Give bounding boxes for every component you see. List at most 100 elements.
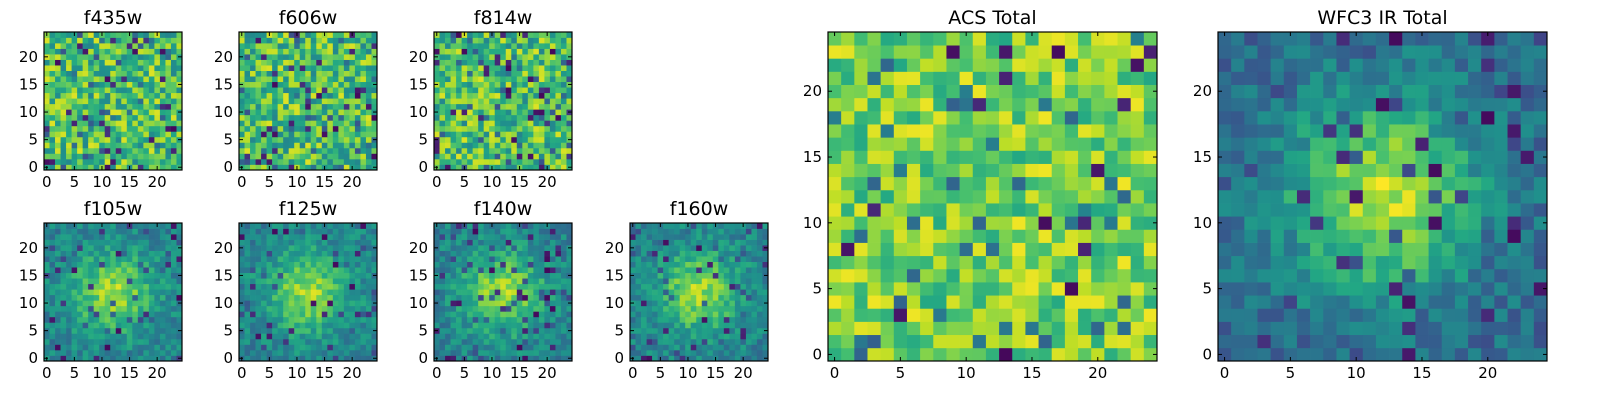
heatmap-cell — [483, 32, 490, 38]
heatmap-cell — [946, 229, 960, 243]
heatmap-cell — [538, 327, 545, 334]
heatmap-cell — [478, 338, 485, 345]
heatmap-cell — [1117, 216, 1132, 230]
heatmap-cell — [115, 87, 122, 94]
heatmap-cell — [549, 153, 556, 160]
heatmap-cell — [170, 278, 177, 285]
heatmap-cell — [657, 245, 664, 251]
heatmap-cell — [154, 114, 161, 121]
heatmap-cell — [500, 70, 507, 77]
heatmap-cell — [500, 349, 507, 356]
heatmap-cell — [472, 316, 479, 323]
heatmap-cell — [365, 283, 372, 290]
heatmap-cell — [679, 267, 686, 274]
heatmap-cell — [933, 203, 947, 217]
heatmap-cell — [55, 136, 61, 143]
heatmap-cell — [305, 349, 312, 356]
heatmap-cell — [316, 70, 323, 77]
heatmap-cell — [283, 98, 290, 105]
heatmap-cell — [527, 59, 534, 66]
heatmap-cell — [906, 203, 921, 217]
heatmap-cell — [527, 136, 534, 143]
heatmap-cell — [1051, 282, 1066, 296]
heatmap-cell — [132, 300, 139, 307]
heatmap-cell — [66, 261, 72, 268]
heatmap-cell — [1104, 189, 1118, 204]
heatmap-cell — [332, 37, 339, 44]
heatmap-cell — [321, 338, 328, 345]
heatmap-cell — [762, 256, 769, 262]
heatmap-cell — [478, 54, 485, 60]
heatmap-cell — [723, 355, 730, 362]
heatmap-cell — [646, 311, 653, 318]
heatmap-cell — [316, 355, 323, 362]
heatmap-cell — [305, 261, 312, 268]
heatmap-cell — [511, 59, 518, 66]
heatmap-cell — [652, 272, 658, 279]
heatmap-cell — [751, 256, 758, 262]
heatmap-cell — [294, 142, 301, 149]
heatmap-cell — [538, 109, 545, 116]
heatmap-cell — [668, 256, 675, 262]
heatmap-cell — [170, 76, 177, 83]
heatmap-cell — [483, 300, 490, 307]
heatmap-cell — [549, 245, 556, 251]
heatmap-cell — [527, 283, 534, 290]
heatmap-cell — [751, 355, 758, 362]
heatmap-cell — [461, 333, 468, 340]
heatmap-cell — [44, 70, 50, 77]
heatmap-cell — [494, 37, 501, 44]
heatmap-cell — [483, 267, 490, 274]
heatmap-cell — [494, 87, 501, 94]
heatmap-cell — [729, 316, 736, 323]
heatmap-cell — [338, 114, 345, 121]
heatmap-cell — [165, 65, 172, 71]
heatmap-cell — [893, 203, 908, 217]
heatmap-cell — [77, 267, 83, 274]
heatmap-cell — [99, 76, 106, 83]
heatmap-cell — [104, 147, 111, 154]
heatmap-cell — [1012, 255, 1026, 270]
heatmap-cell — [88, 164, 95, 171]
heatmap-cell — [467, 114, 473, 121]
heatmap-cell — [652, 228, 658, 235]
heatmap-cell — [549, 70, 556, 77]
heatmap-cell — [544, 147, 551, 154]
heatmap-cell — [239, 228, 245, 235]
heatmap-cell — [176, 344, 183, 351]
heatmap-cell — [494, 261, 501, 268]
heatmap-cell — [489, 333, 496, 340]
heatmap-cell — [674, 239, 681, 246]
heatmap-cell — [1143, 203, 1158, 217]
heatmap-cell — [544, 158, 551, 165]
heatmap-cell — [494, 164, 501, 171]
heatmap-cell — [266, 250, 273, 257]
heatmap-cell — [165, 158, 172, 165]
heatmap-cell — [126, 87, 133, 94]
heatmap-cell — [740, 228, 747, 235]
heatmap-cell — [544, 322, 551, 329]
heatmap-cell — [652, 344, 658, 351]
heatmap-cell — [555, 311, 562, 318]
heatmap-cell — [288, 32, 295, 38]
heatmap-cell — [489, 300, 496, 307]
heatmap-cell — [338, 250, 345, 257]
heatmap-cell — [316, 289, 323, 296]
heatmap-cell — [685, 333, 692, 340]
heatmap-cell — [93, 43, 100, 49]
heatmap-cell — [538, 245, 545, 251]
heatmap-cell — [49, 92, 56, 99]
heatmap-cell — [165, 98, 172, 105]
heatmap-cell — [841, 321, 855, 336]
heatmap-cell — [555, 223, 562, 229]
heatmap-cell — [696, 344, 703, 351]
heatmap-cell — [1130, 176, 1145, 191]
heatmap-cell — [327, 316, 334, 323]
heatmap-cell — [244, 153, 251, 160]
heatmap-cell — [461, 109, 468, 116]
heatmap-cell — [906, 334, 921, 349]
heatmap-cell — [751, 272, 758, 279]
heatmap-cell — [77, 136, 83, 143]
heatmap-cell — [148, 76, 155, 83]
y-tick-label: 5 — [418, 322, 428, 340]
